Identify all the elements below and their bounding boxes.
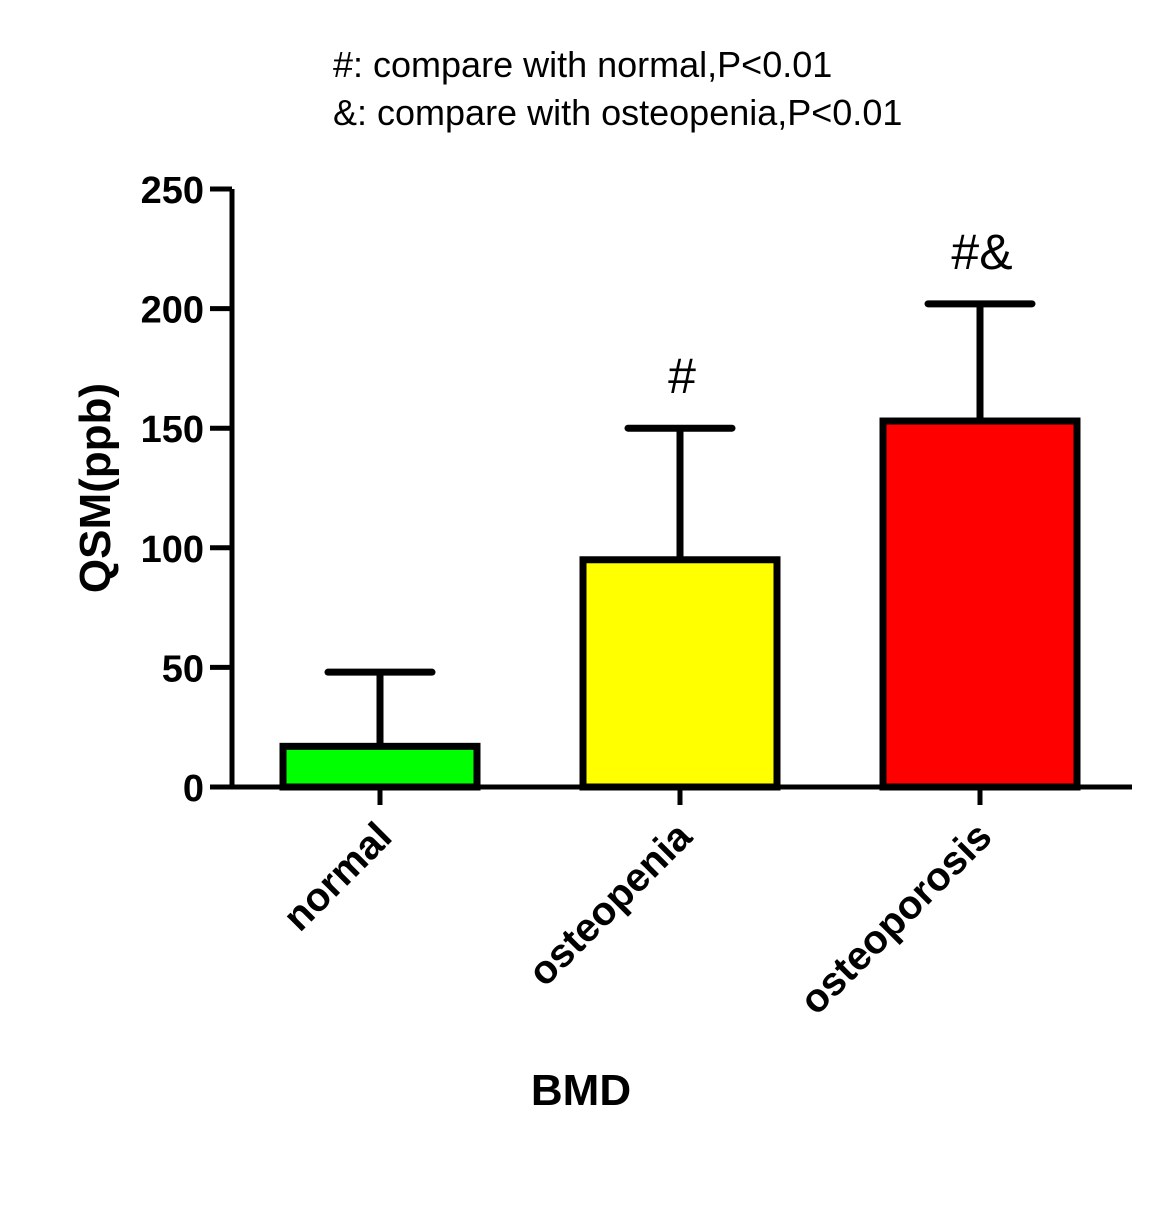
significance-marker: #& [951,224,1012,280]
legend-line-1: #: compare with normal,P<0.01 [333,44,833,85]
x-tick-label-osteoporosis: osteoporosis [792,814,1001,1023]
legend-line-2: &: compare with osteopenia,P<0.01 [333,92,903,133]
y-tick-label: 50 [162,648,204,690]
bar-normal [279,742,481,791]
y-tick-label: 150 [141,409,204,451]
significance-marker: # [668,348,696,404]
y-tick-label: 100 [141,529,204,571]
bar-osteoporosis [879,417,1081,791]
y-tick-label: 0 [183,768,204,810]
y-axis-title: QSM(ppb) [71,383,120,593]
y-tick-label: 250 [141,170,204,212]
y-tick-label: 200 [141,290,204,332]
bar-osteopenia [579,556,781,791]
x-axis-title: BMD [531,1066,631,1115]
x-tick-label-osteopenia: osteopenia [520,814,701,995]
x-tick-label-normal: normal [275,814,400,939]
